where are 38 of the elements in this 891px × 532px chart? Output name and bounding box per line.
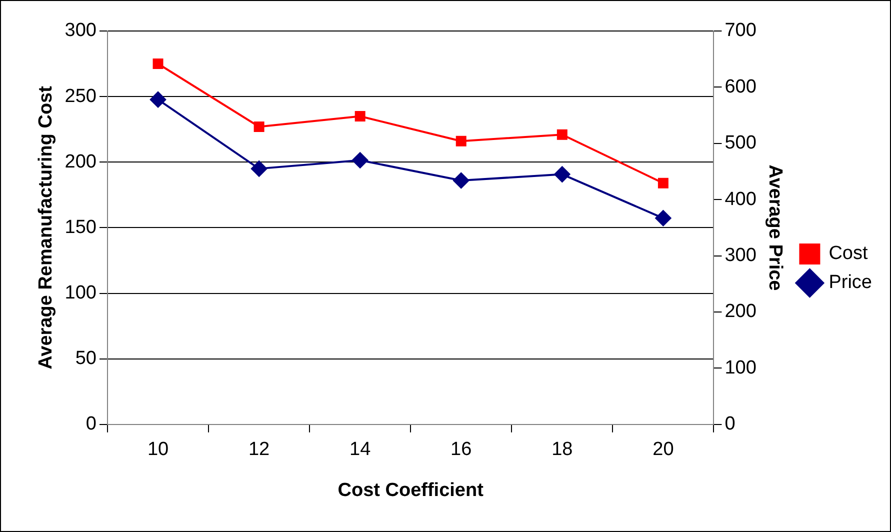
- y2-tick-label: 200: [724, 301, 756, 322]
- y2-tick-label: 500: [724, 132, 756, 154]
- y2-tick-label: 0: [724, 414, 736, 435]
- point: [456, 136, 466, 146]
- y-tick-label: 100: [64, 282, 96, 304]
- x-tick-label: 20: [652, 439, 674, 460]
- y-tick-label: 250: [64, 86, 96, 107]
- point: [453, 172, 470, 188]
- y-tick-label: 50: [75, 348, 96, 370]
- legend-label: Price: [828, 272, 872, 294]
- point: [554, 166, 570, 182]
- point: [251, 160, 268, 177]
- y2-tick-label: 700: [724, 20, 756, 42]
- point: [556, 129, 568, 140]
- y2-tick-label: 300: [724, 245, 756, 266]
- y-tick-label: 300: [64, 20, 96, 42]
- x-tick-label: 16: [450, 439, 472, 460]
- point: [254, 121, 264, 132]
- x-tick-label: 12: [248, 439, 270, 460]
- y-tick-label: 200: [64, 151, 96, 172]
- x-tick-label: 10: [147, 439, 169, 460]
- y-tick-label: 0: [86, 414, 96, 435]
- x-tick-label: 14: [350, 439, 372, 460]
- y2-tick-label: 400: [724, 188, 756, 210]
- y-axis-title: Average Remanufacturing Cost: [36, 85, 57, 370]
- x-tick-label: 18: [552, 439, 573, 460]
- y2-tick-label: 600: [724, 76, 756, 98]
- y2-axis-title: Average Price: [764, 164, 786, 291]
- x-axis-title: Cost Coefficient: [338, 480, 484, 501]
- point: [655, 210, 672, 226]
- legend-label: Cost: [828, 243, 868, 264]
- point: [352, 152, 368, 168]
- point: [354, 110, 366, 122]
- point: [150, 92, 166, 108]
- point: [658, 178, 668, 188]
- point: [152, 58, 164, 70]
- y-tick-label: 150: [64, 216, 96, 238]
- y2-tick-label: 100: [724, 357, 756, 378]
